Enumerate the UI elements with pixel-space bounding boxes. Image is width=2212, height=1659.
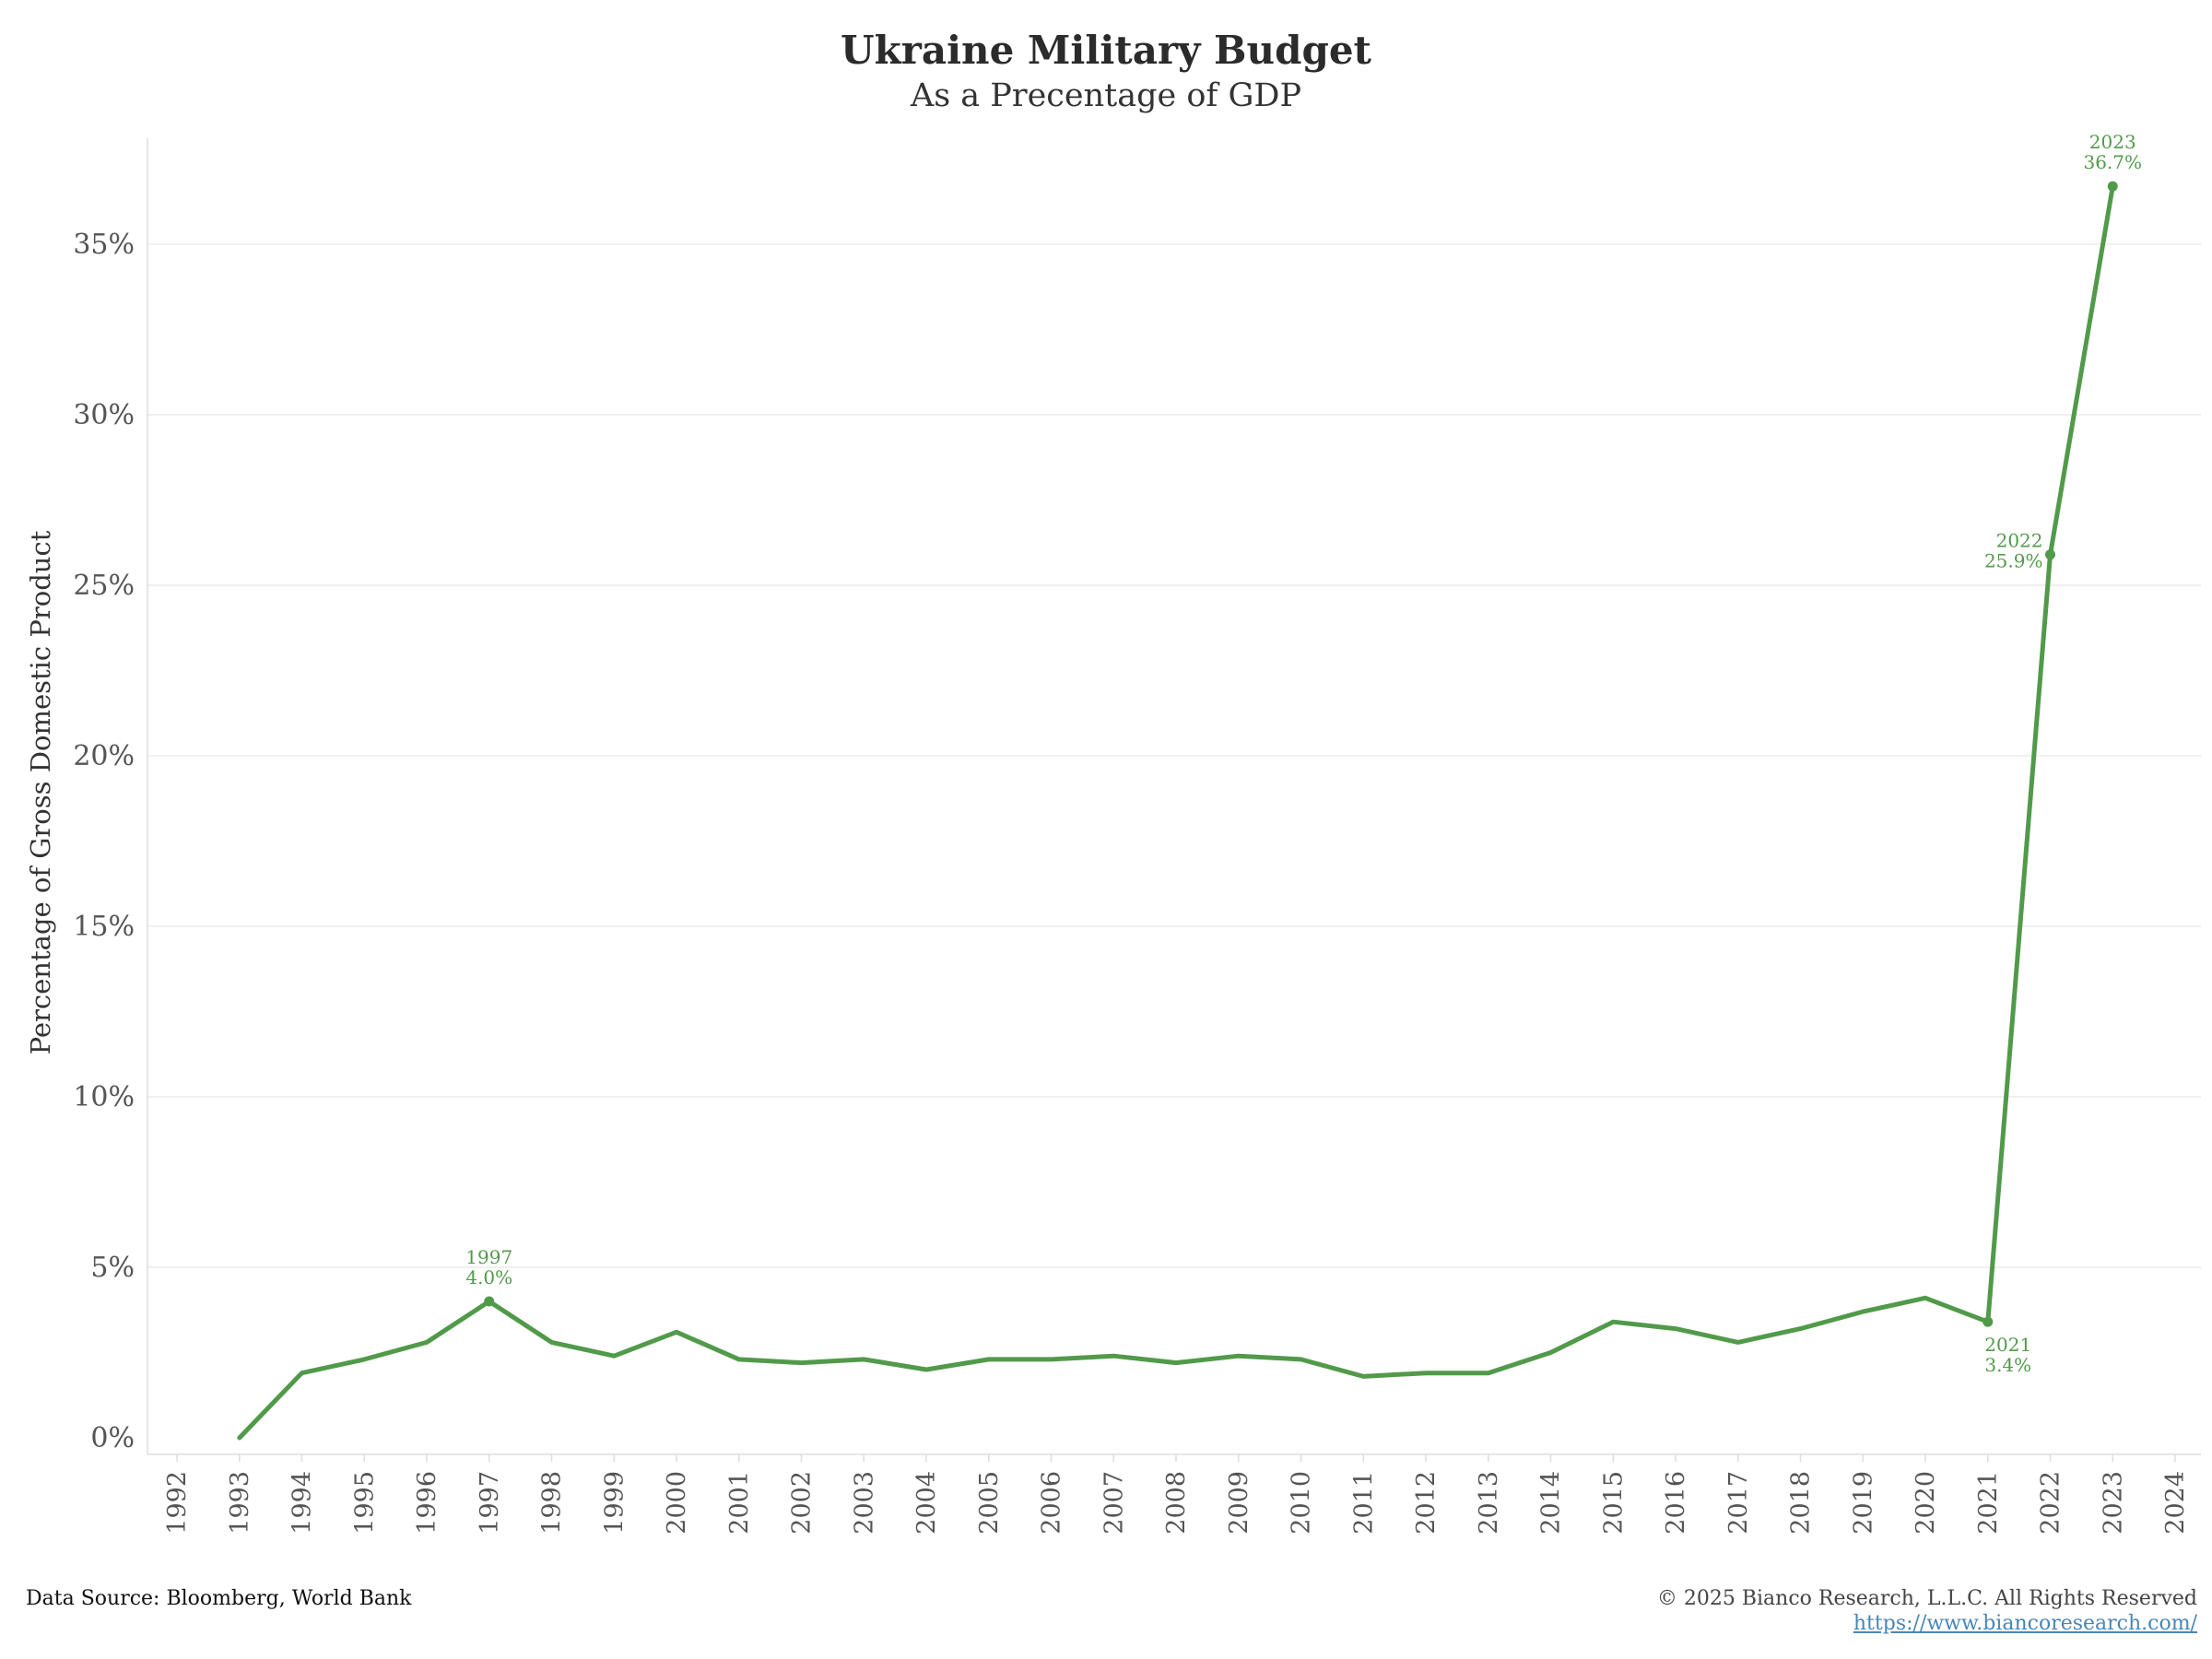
x-tick-labels: 1992 1993 1994 1995 1996 1997 1998 1999 2000 2001… — [163, 1471, 2190, 1535]
annotation-marker — [1983, 1316, 1994, 1327]
x-tick-label: 2024 — [2161, 1471, 2190, 1535]
website-link[interactable]: https://www.biancoresearch.com/ — [1853, 1612, 2197, 1635]
x-tick-label: 2008 — [1162, 1471, 1191, 1535]
x-tick-label: 2018 — [1787, 1471, 1816, 1535]
y-tick-label: 35% — [73, 229, 135, 261]
annotation-value: 3.4% — [1984, 1354, 2031, 1376]
y-tick-label: 10% — [73, 1081, 135, 1113]
x-tick-label: 2014 — [1537, 1471, 1566, 1535]
x-tick-label: 1999 — [600, 1471, 629, 1535]
x-tick-label: 2006 — [1038, 1471, 1066, 1535]
series — [237, 183, 2115, 1441]
y-axis-label: Percentage of Gross Domestic Product — [25, 530, 56, 1054]
x-tick-label: 2020 — [1912, 1471, 1940, 1535]
series-line — [237, 183, 2115, 1441]
x-tick-label: 2021 — [1974, 1471, 2003, 1535]
gridlines — [147, 243, 2201, 1268]
annotation-year: 2023 — [2089, 131, 2136, 153]
chart-title: Ukraine Military Budget — [841, 28, 1371, 73]
y-tick-label: 30% — [73, 399, 135, 431]
annotation-marker — [2045, 549, 2055, 560]
x-tick-label: 2011 — [1349, 1471, 1378, 1535]
x-tick-label: 2000 — [663, 1471, 691, 1535]
y-tick-label: 20% — [73, 740, 135, 772]
annotation-year: 2022 — [1996, 530, 2043, 552]
x-tick-label: 2009 — [1225, 1471, 1253, 1535]
copyright: © 2025 Bianco Research, L.L.C. All Right… — [1656, 1587, 2197, 1610]
y-tick-label: 25% — [73, 570, 135, 602]
annotation-year: 1997 — [465, 1246, 512, 1268]
x-tick-label: 2017 — [1724, 1471, 1753, 1535]
annotation-value: 4.0% — [465, 1266, 512, 1288]
x-tick-label: 1998 — [538, 1471, 567, 1535]
y-tick-label: 0% — [90, 1422, 135, 1454]
x-tick-label: 2019 — [1849, 1471, 1877, 1535]
x-tick-label: 2012 — [1412, 1471, 1441, 1535]
x-tick-label: 2023 — [2099, 1471, 2127, 1535]
annotation-year: 2021 — [1984, 1334, 2031, 1356]
y-tick-label: 5% — [90, 1252, 135, 1284]
x-tick-label: 2016 — [1662, 1471, 1690, 1535]
annotation-value: 36.7% — [2083, 151, 2142, 173]
x-tick-label: 1996 — [413, 1471, 441, 1535]
x-tick-label: 1997 — [476, 1471, 504, 1535]
x-tick-label: 1994 — [288, 1471, 317, 1535]
x-tick-label: 2003 — [850, 1471, 878, 1535]
annotation-marker — [2107, 181, 2118, 192]
axes — [147, 138, 2201, 1462]
x-tick-label: 2013 — [1475, 1471, 1503, 1535]
x-tick-label: 2015 — [1599, 1471, 1628, 1535]
data-source: Data Source: Bloomberg, World Bank — [26, 1587, 412, 1610]
x-tick-label: 2010 — [1288, 1471, 1316, 1535]
x-tick-label: 1992 — [163, 1471, 192, 1535]
x-tick-label: 2005 — [975, 1471, 1004, 1535]
y-tick-labels: 0% 5% 10% 15% 20% 25% 30% 35% — [73, 229, 135, 1454]
x-tick-label: 2007 — [1100, 1471, 1128, 1535]
chart-subtitle: As a Precentage of GDP — [910, 77, 1302, 114]
x-tick-label: 1993 — [226, 1471, 254, 1535]
y-tick-label: 15% — [73, 911, 135, 943]
annotation-value: 25.9% — [1984, 550, 2043, 572]
x-tick-label: 1995 — [350, 1471, 379, 1535]
x-tick-label: 2002 — [788, 1471, 817, 1535]
x-tick-label: 2004 — [912, 1471, 941, 1535]
x-tick-label: 2022 — [2037, 1471, 2065, 1535]
annotation-marker — [484, 1296, 495, 1307]
x-tick-label: 2001 — [725, 1471, 754, 1535]
